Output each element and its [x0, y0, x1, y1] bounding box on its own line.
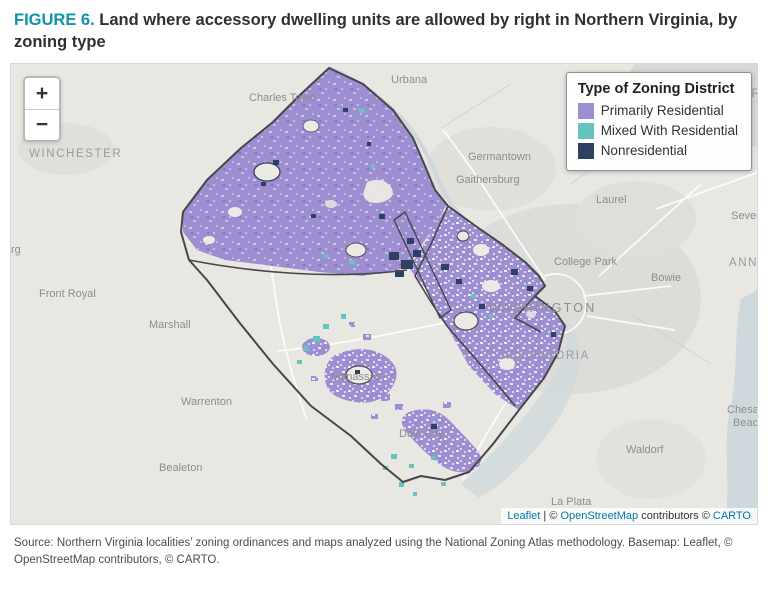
legend-title: Type of Zoning District [577, 80, 735, 97]
caption: Source: Northern Virginia localities’ zo… [14, 536, 733, 566]
map-label: Laurel [596, 194, 627, 206]
map-label: Warrenton [181, 396, 232, 408]
zoning-mixed-layer [297, 107, 493, 496]
map-label: rg [11, 244, 21, 256]
map-label: Manassas [331, 371, 382, 383]
leaflet-link[interactable]: Leaflet [507, 509, 541, 522]
legend-item: Nonresidential [577, 142, 738, 159]
legend-item-label: Primarily Residential [600, 103, 724, 119]
map-label: Beach [733, 417, 758, 429]
map-label: Germantown [468, 151, 531, 163]
zoning-nonresidential-layer [261, 107, 556, 429]
map-label: Bealeton [159, 462, 202, 474]
figure-label: FIGURE 6. [14, 11, 95, 29]
legend-item: Primarily Residential [577, 102, 738, 119]
map-labels-layer: Urbana Charles Town WINCHESTER Germantow… [11, 74, 758, 508]
zoom-out-button[interactable]: − [25, 108, 59, 140]
attribution-text: | © [540, 509, 561, 522]
map-label: ANN [729, 257, 758, 269]
legend-item-label: Mixed With Residential [600, 123, 738, 139]
map-label: WINCHESTER [29, 148, 122, 160]
map-label: Urbana [391, 74, 428, 86]
figure-title: FIGURE 6. Land where accessory dwelling … [14, 10, 754, 54]
map-label: Front Royal [39, 288, 96, 300]
map-label: Waldorf [626, 444, 664, 456]
map-label: Chesape [727, 404, 758, 416]
figure-title-text: Land where accessory dwelling units are … [14, 11, 738, 51]
legend-item-label: Nonresidential [600, 143, 687, 159]
zoom-in-button[interactable]: + [25, 77, 59, 109]
map-label: Charles Town [249, 92, 315, 104]
attribution-text: contributors © [638, 509, 713, 522]
zoom-control: + − [23, 75, 61, 142]
legend-swatch-residential [577, 102, 594, 119]
map-label: Bowie [651, 272, 681, 284]
map-label: College Park [554, 256, 617, 268]
map-frame: Urbana Charles Town WINCHESTER Germantow… [10, 62, 758, 525]
map-label: Severna Pa [731, 210, 758, 222]
legend-swatch-nonresidential [577, 142, 594, 159]
map-label: Dale City [399, 428, 444, 440]
osm-link[interactable]: OpenStreetMap [560, 509, 639, 522]
carto-link[interactable]: CARTO [712, 509, 751, 522]
legend-item: Mixed With Residential [577, 122, 738, 139]
map-label: Marshall [149, 319, 191, 331]
attribution: Leaflet | © OpenStreetMap contributors ©… [501, 507, 757, 524]
legend: Type of Zoning District Primarily Reside… [565, 71, 752, 171]
map-label: Gaithersburg [456, 174, 520, 186]
map-label: ALEXANDRIA [501, 350, 590, 362]
map-label: WASHINGTON [489, 301, 596, 315]
zoning-residential-layer [183, 67, 565, 472]
map-label: La Plata [551, 496, 592, 508]
county-boundaries [180, 66, 566, 483]
legend-swatch-mixed [577, 122, 594, 139]
